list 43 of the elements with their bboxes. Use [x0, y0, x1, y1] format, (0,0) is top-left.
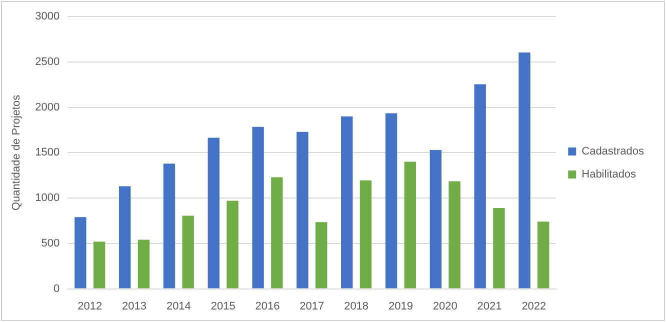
- bar: [138, 240, 150, 288]
- y-tick-label: 1000: [35, 192, 60, 204]
- y-tick-label: 2500: [35, 56, 60, 68]
- bar: [538, 222, 550, 288]
- y-tick-label: 0: [54, 282, 60, 295]
- y-tick-label: 2000: [35, 101, 60, 114]
- bar: [315, 222, 328, 288]
- x-tick-label: 2013: [122, 300, 147, 312]
- x-tick-label: 2014: [166, 300, 191, 312]
- bar: [163, 164, 176, 288]
- y-tick-label: 1500: [35, 146, 60, 159]
- bar: [93, 242, 106, 288]
- x-tick-label: 2012: [78, 300, 102, 312]
- x-tick-label: 2018: [344, 300, 369, 312]
- y-tick-label: 3000: [35, 10, 60, 23]
- bar: [518, 52, 530, 288]
- x-tick-label: 2019: [388, 300, 413, 312]
- bar: [385, 113, 398, 288]
- bar: [341, 116, 353, 288]
- x-tick-label: 2021: [477, 300, 502, 312]
- legend-label: Cadastrados: [582, 146, 644, 158]
- x-tick-label: 2020: [432, 300, 458, 312]
- bar: [226, 200, 238, 288]
- bar: [404, 162, 416, 288]
- y-axis-title: Quantidade de Projetos: [10, 94, 23, 210]
- bar: [448, 181, 460, 288]
- x-tick-label: 2017: [300, 300, 324, 312]
- bar: [182, 216, 194, 288]
- x-tick-label: 2022: [522, 300, 546, 312]
- bar: [252, 126, 264, 288]
- y-tick-label: 500: [41, 237, 60, 250]
- bar: [118, 186, 131, 288]
- bar: [493, 208, 505, 288]
- bar: [271, 177, 283, 288]
- bar: [74, 217, 86, 288]
- bar: [474, 84, 486, 288]
- bar: [430, 150, 442, 288]
- x-tick-label: 2016: [255, 300, 280, 312]
- bar: [360, 180, 372, 288]
- bar: [208, 138, 220, 288]
- legend-label: Habilitados: [582, 168, 637, 181]
- bar: [296, 132, 308, 288]
- x-tick-label: 2015: [210, 300, 236, 312]
